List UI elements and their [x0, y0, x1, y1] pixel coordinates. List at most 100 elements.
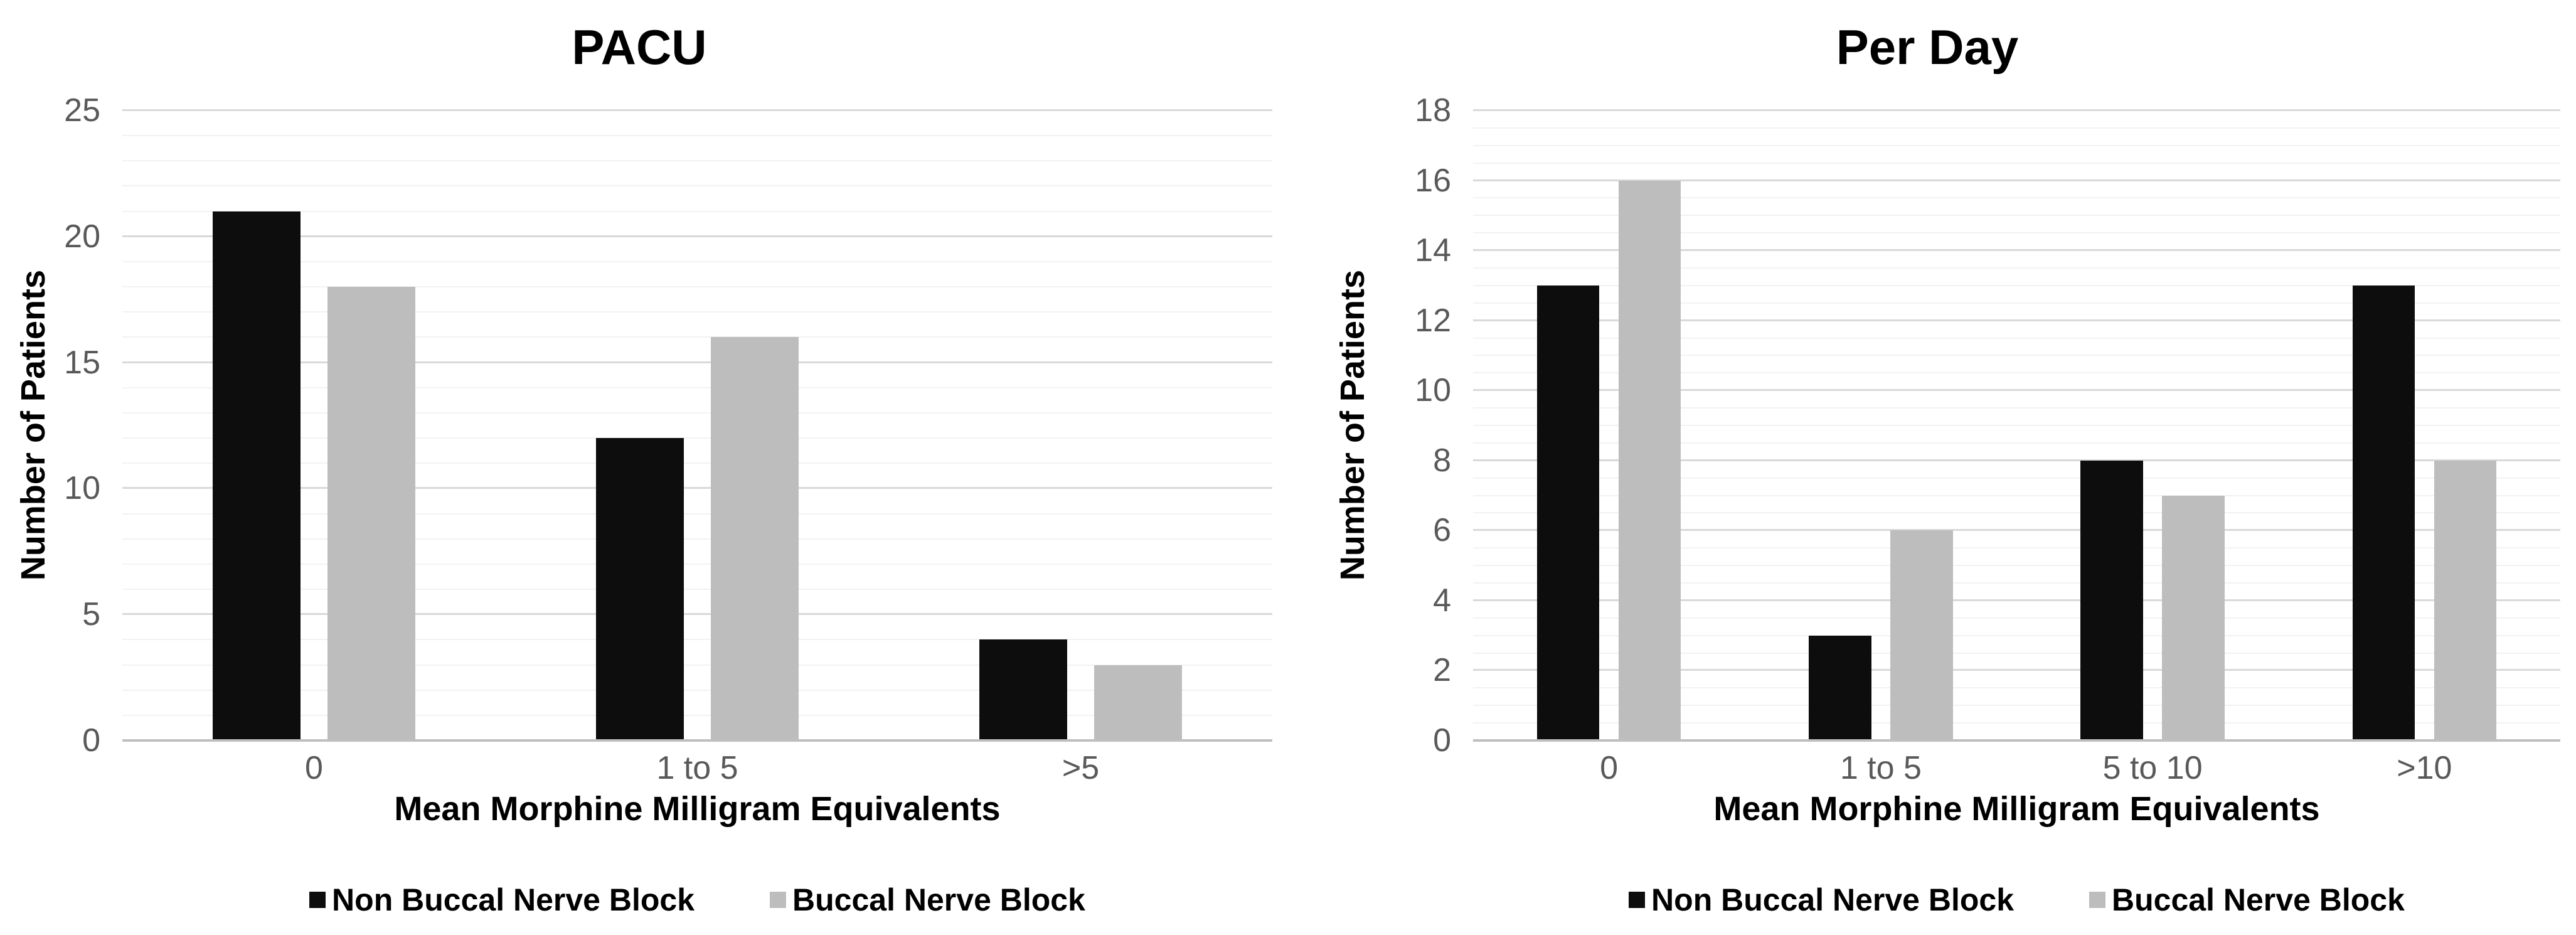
legend-swatch	[309, 892, 326, 908]
y-axis-tick-label: 0	[1433, 722, 1451, 759]
minor-gridline	[1473, 477, 2560, 479]
y-axis-title-cell: Number of Patients	[1294, 110, 1410, 740]
minor-gridline	[1473, 547, 2560, 549]
y-axis-tick-label: 0	[82, 722, 100, 759]
legend-item-non-buccal-nerve-block: Non Buccal Nerve Block	[1629, 882, 2014, 918]
bar-non-buccal-nerve-block-0	[1536, 285, 1600, 740]
minor-gridline	[122, 412, 1272, 414]
minor-gridline	[122, 589, 1272, 590]
bar-group-10	[2289, 110, 2560, 740]
minor-gridline	[122, 210, 1272, 212]
y-axis-title: Number of Patients	[14, 270, 52, 581]
y-axis-tick-label: 15	[64, 344, 100, 381]
x-axis-tick-label: 0	[1600, 750, 1619, 786]
legend-swatch	[1629, 892, 1646, 908]
x-axis-title: Mean Morphine Milligram Equivalents	[1713, 790, 2320, 828]
minor-gridline	[122, 563, 1272, 565]
minor-gridline	[1473, 144, 2560, 146]
minor-gridline	[1473, 407, 2560, 409]
minor-gridline	[1473, 687, 2560, 689]
legend-swatch	[770, 892, 787, 908]
legend: Non Buccal Nerve Block Buccal Nerve Block	[1473, 882, 2560, 935]
bar-non-buccal-nerve-block-1-to-5	[595, 438, 684, 740]
minor-gridline	[122, 437, 1272, 439]
major-gridline	[1473, 529, 2560, 532]
bar-buccal-nerve-block-10	[2434, 460, 2497, 740]
y-axis-tick-labels: 0 5 10 15 20 25	[60, 92, 122, 759]
chart-panel-per-day: Per Day Number of Patients 0 2 4 6 8 10 12 14 16 18…	[1288, 0, 2576, 935]
y-axis-tick-label: 20	[64, 218, 100, 255]
minor-gridline	[1473, 442, 2560, 444]
minor-gridline	[122, 185, 1272, 187]
bar-groups	[122, 110, 1272, 740]
minor-gridline	[1473, 267, 2560, 269]
major-gridline	[1473, 249, 2560, 252]
major-gridline	[1473, 459, 2560, 461]
major-gridline	[122, 487, 1272, 489]
y-axis-tick-label: 16	[1415, 162, 1451, 199]
minor-gridline	[1473, 582, 2560, 584]
bar-buccal-nerve-block-0	[1618, 180, 1681, 740]
y-axis-tick-label: 18	[1415, 92, 1451, 129]
minor-gridline	[1473, 127, 2560, 129]
minor-gridline	[1473, 425, 2560, 426]
minor-gridline	[1473, 372, 2560, 374]
y-axis-tick-label: 6	[1433, 512, 1451, 549]
chart-title: PACU	[572, 19, 707, 75]
x-axis-tick-label: 5 to 10	[2102, 750, 2203, 786]
legend-label: Buccal Nerve Block	[2112, 882, 2405, 917]
bar-buccal-nerve-block-1-to-5	[1890, 530, 1953, 740]
minor-gridline	[122, 260, 1272, 262]
legend-label: Non Buccal Nerve Block	[332, 882, 695, 917]
x-axis-title: Mean Morphine Milligram Equivalents	[394, 790, 1001, 828]
bar-group-0	[1473, 110, 1745, 740]
minor-gridline	[1473, 565, 2560, 567]
minor-gridline	[122, 462, 1272, 464]
minor-gridline	[1473, 232, 2560, 234]
major-gridline	[122, 361, 1272, 363]
bar-buccal-nerve-block-5	[1094, 665, 1183, 740]
y-axis-tick-label: 5	[82, 596, 100, 633]
y-axis-tick-label: 10	[64, 470, 100, 507]
legend-label: Buccal Nerve Block	[792, 882, 1085, 917]
major-gridline	[122, 613, 1272, 616]
minor-gridline	[1473, 722, 2560, 724]
bar-group-5-to-10	[2017, 110, 2289, 740]
minor-gridline	[122, 639, 1272, 641]
y-axis-tick-label: 14	[1415, 232, 1451, 269]
bar-groups	[1473, 110, 2560, 740]
chart-panel-pacu: PACU Number of Patients 0 5 10 15 20 25 0 1 to 5 >…	[14, 19, 1272, 917]
x-axis-tick-label: >10	[2397, 750, 2452, 786]
minor-gridline	[122, 311, 1272, 313]
y-axis-title: Number of Patients	[1333, 270, 1371, 581]
bar-group-5	[889, 110, 1272, 740]
minor-gridline	[1473, 634, 2560, 636]
major-gridline	[122, 235, 1272, 237]
major-gridline	[1473, 109, 2560, 111]
legend-label: Non Buccal Nerve Block	[1651, 882, 2014, 917]
minor-gridline	[122, 135, 1272, 137]
plot-area	[122, 109, 1272, 742]
major-gridline	[1473, 179, 2560, 181]
x-axis-tick-labels: 0 1 to 5 >5	[122, 740, 1272, 786]
minor-gridline	[122, 286, 1272, 288]
x-axis-line	[1473, 739, 2560, 742]
major-gridline	[1473, 319, 2560, 321]
minor-gridline	[122, 336, 1272, 338]
bar-group-1-to-5	[506, 110, 889, 740]
bar-non-buccal-nerve-block-10	[2352, 285, 2415, 740]
bar-non-buccal-nerve-block-5-to-10	[2080, 460, 2143, 740]
minor-gridline	[1473, 705, 2560, 707]
bar-buccal-nerve-block-0	[327, 287, 416, 740]
x-axis-tick-label: 1 to 5	[1839, 750, 1922, 786]
y-axis-tick-label: 25	[64, 92, 100, 129]
minor-gridline	[122, 538, 1272, 540]
bar-non-buccal-nerve-block-0	[212, 211, 301, 740]
x-axis-tick-label: 0	[305, 750, 323, 786]
y-axis-tick-label: 4	[1433, 582, 1451, 619]
y-axis-tick-label: 10	[1415, 372, 1451, 409]
minor-gridline	[122, 664, 1272, 666]
legend-swatch	[2089, 892, 2106, 908]
y-axis-tick-labels: 0 2 4 6 8 10 12 14 16 18	[1410, 92, 1473, 759]
minor-gridline	[1473, 494, 2560, 496]
